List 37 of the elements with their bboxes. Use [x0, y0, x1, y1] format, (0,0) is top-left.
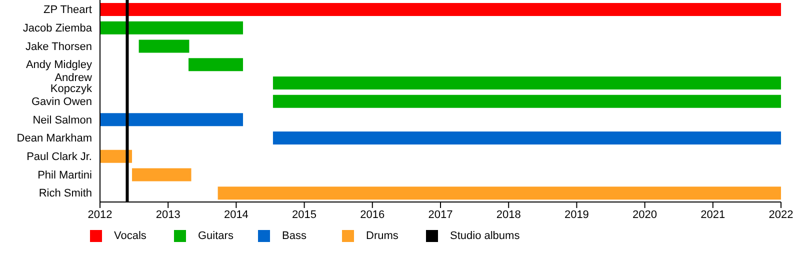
y-tick-label: Neil Salmon: [32, 114, 92, 126]
x-tick-label: 2022: [768, 208, 794, 221]
y-tick-label: Rich Smith: [38, 188, 92, 200]
legend-label: Studio albums: [450, 230, 520, 242]
y-tick-label: Jacob Ziemba: [22, 22, 93, 34]
bar: [132, 168, 192, 182]
bar: [272, 94, 781, 108]
bar: [188, 58, 244, 72]
x-tick-label: 2012: [88, 208, 112, 221]
y-tick-label: Dean Markham: [16, 132, 92, 145]
y-tick-label: Phil Martini: [38, 169, 92, 182]
x-tick-label: 2017: [428, 208, 453, 221]
y-tick-label: ZP Theart: [43, 4, 92, 16]
bar: [218, 186, 781, 200]
bar: [138, 40, 190, 53]
legend-label: Bass: [282, 230, 306, 242]
y-tick-label: Andy Midgley: [26, 59, 92, 72]
x-tick-label: 2015: [292, 208, 317, 221]
bar: [100, 113, 244, 126]
x-tick-label: 2021: [700, 208, 726, 221]
x-tick-label: 2013: [156, 208, 180, 221]
x-tick-label: 2014: [224, 208, 248, 221]
legend-label: Guitars: [198, 230, 234, 242]
y-tick-label: Jake Thorsen: [26, 40, 92, 53]
bar: [272, 76, 781, 90]
bar: [100, 3, 781, 16]
x-tick-label: 2020: [632, 208, 658, 221]
legend-label: Vocals: [114, 230, 146, 242]
y-tick-label: Paul Clark Jr.: [26, 150, 92, 163]
bar: [100, 21, 244, 34]
legend-label: Drums: [366, 230, 398, 242]
x-tick-label: 2019: [564, 208, 589, 221]
y-tick-label: Gavin Owen: [31, 96, 92, 108]
bar: [272, 132, 781, 145]
y-tick-label: Andrew Kopczyk: [50, 72, 92, 96]
x-tick-label: 2018: [496, 208, 521, 221]
x-tick-label: 2016: [360, 208, 385, 221]
